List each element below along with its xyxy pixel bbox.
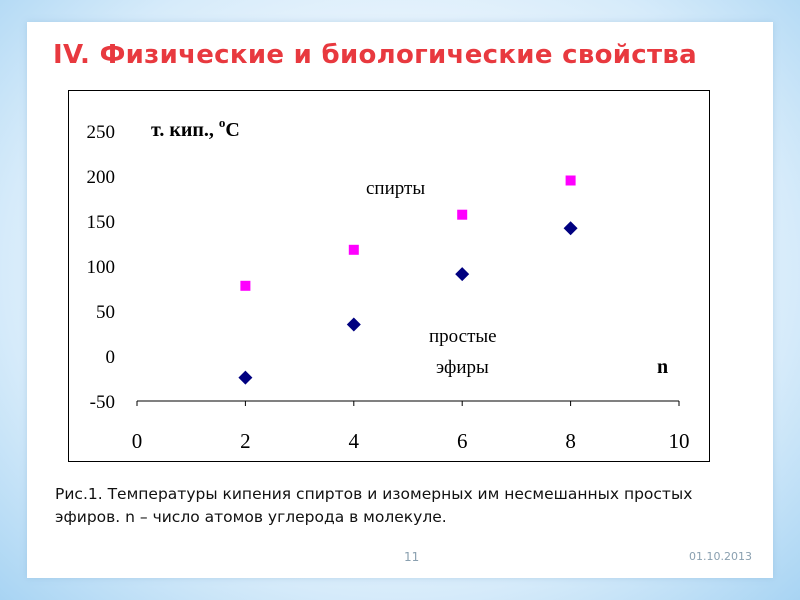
x-tick-labels: 0 2 4 6 8 10 (132, 429, 690, 453)
figure-caption: Рис.1. Температуры кипения спиртов и изо… (55, 485, 693, 526)
ether-point (346, 317, 361, 332)
chart-frame: 250 200 150 100 50 0 -50 0 2 4 6 8 10 т. кип., oC n… (68, 90, 710, 462)
ether-point (238, 370, 253, 385)
alcohol-point (240, 280, 251, 291)
x-tick-label: 0 (132, 429, 143, 453)
x-tick-label: 10 (669, 429, 690, 453)
y-tick-label: 250 (87, 122, 116, 143)
y-tick-label: -50 (90, 392, 115, 413)
slide-date: 01.10.2013 (689, 550, 752, 563)
y-tick-label: 100 (87, 257, 116, 278)
alcohol-point (457, 209, 468, 220)
ethers-series-label-line1: простые (429, 326, 497, 347)
x-tick-label: 4 (349, 429, 360, 453)
y-axis-label: т. кип., oC (151, 115, 240, 141)
alcohol-point (565, 175, 576, 186)
scatter-chart: 250 200 150 100 50 0 -50 0 2 4 6 8 10 т. кип., oC n… (87, 115, 690, 453)
x-tick-label: 2 (240, 429, 251, 453)
alcohols-series-label: спирты (366, 178, 425, 199)
x-tick-label: 6 (457, 429, 468, 453)
y-tick-label: 200 (87, 167, 116, 188)
data-points (238, 175, 578, 385)
ether-point (455, 267, 470, 282)
y-tick-labels: 250 200 150 100 50 0 -50 (87, 122, 116, 413)
y-tick-label: 50 (96, 302, 115, 323)
x-tick-label: 8 (565, 429, 576, 453)
y-tick-label: 0 (106, 347, 116, 368)
ethers-series-label-line2: эфиры (436, 357, 489, 378)
x-axis-label: n (657, 356, 668, 378)
page-number: 11 (404, 550, 420, 564)
alcohol-point (348, 244, 359, 255)
y-tick-label: 150 (87, 212, 116, 233)
ether-point (563, 221, 578, 236)
x-tick-marks (136, 401, 680, 406)
slide-title: IV. Физические и биологические свойства (53, 40, 697, 70)
